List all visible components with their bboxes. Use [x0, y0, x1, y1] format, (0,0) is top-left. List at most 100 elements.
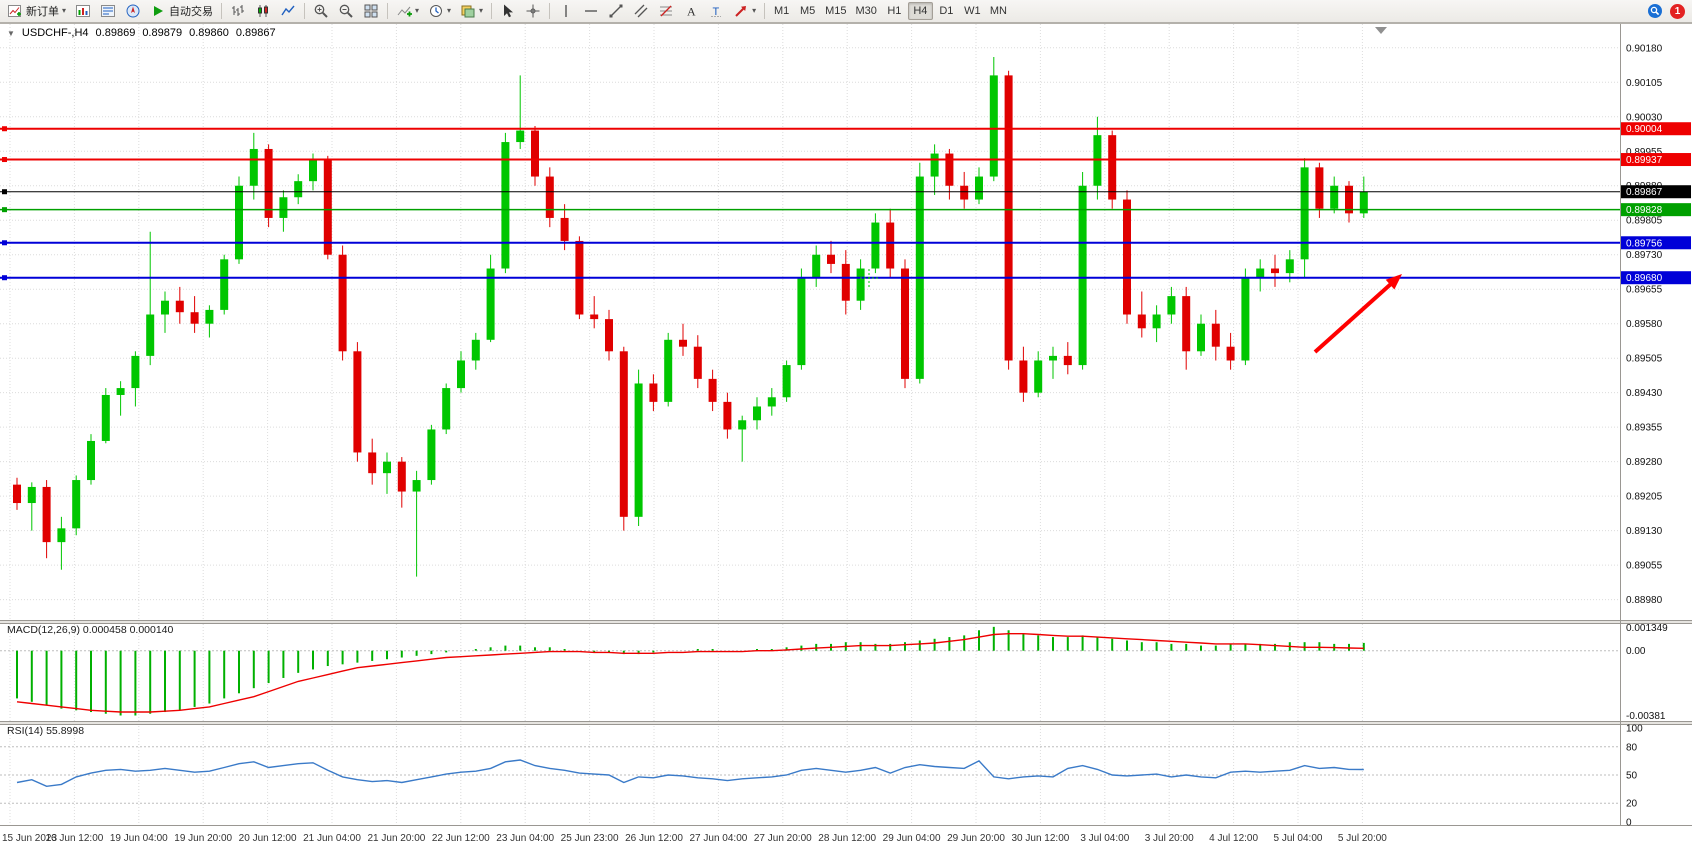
svg-text:0.89505: 0.89505	[1626, 354, 1663, 365]
market-watch-button[interactable]	[96, 1, 120, 21]
svg-text:0.89756: 0.89756	[1626, 238, 1663, 249]
autotrading-button[interactable]: 自动交易	[146, 1, 217, 21]
zoom-in-icon	[314, 4, 328, 18]
timeframe-H1[interactable]: H1	[882, 2, 907, 20]
price-axis[interactable]: 0.901800.901050.900300.899550.898800.898…	[1620, 24, 1692, 829]
ohlc-open: 0.89869	[95, 27, 136, 39]
svg-text:26 Jun 12:00: 26 Jun 12:00	[625, 833, 683, 844]
svg-text:3 Jul 04:00: 3 Jul 04:00	[1080, 833, 1129, 844]
autotrading-play-icon	[154, 6, 164, 16]
periods-button[interactable]: ▾	[424, 1, 455, 21]
svg-text:22 Jun 12:00: 22 Jun 12:00	[432, 833, 490, 844]
timeframe-toolbar: M1 M5 M15 M30 H1 H4 D1 W1 MN	[769, 2, 1011, 20]
notification-badge[interactable]: 1	[1670, 3, 1685, 19]
svg-text:21 Jun 20:00: 21 Jun 20:00	[367, 833, 425, 844]
toolbar-separator	[491, 3, 493, 19]
chart-shift-marker[interactable]	[1375, 27, 1387, 34]
svg-text:0.90180: 0.90180	[1626, 43, 1663, 54]
svg-text:100: 100	[1626, 724, 1643, 735]
zoom-out-button[interactable]	[334, 1, 358, 21]
candles-mode-button[interactable]	[251, 1, 275, 21]
cursor-icon	[504, 4, 514, 18]
tile-windows-button[interactable]	[359, 1, 383, 21]
label-button[interactable]: T	[704, 1, 728, 21]
chart-window-button[interactable]	[71, 1, 95, 21]
periods-icon	[430, 5, 443, 17]
cursor-button[interactable]	[496, 1, 520, 21]
svg-text:28 Jun 12:00: 28 Jun 12:00	[818, 833, 876, 844]
svg-text:50: 50	[1626, 771, 1638, 782]
zoom-out-icon	[339, 4, 353, 18]
svg-text:19 Jun 04:00: 19 Jun 04:00	[110, 833, 168, 844]
chevron-down-icon: ▾	[415, 6, 420, 15]
timeframe-MN[interactable]: MN	[986, 2, 1011, 20]
panel-separator-2[interactable]	[0, 721, 1692, 725]
channel-button[interactable]	[629, 1, 653, 21]
timeframe-M5[interactable]: M5	[795, 2, 820, 20]
arrows-button[interactable]: ▾	[729, 1, 760, 21]
svg-text:A: A	[687, 5, 696, 19]
svg-text:19 Jun 20:00: 19 Jun 20:00	[174, 833, 232, 844]
timeframe-D1[interactable]: D1	[934, 2, 959, 20]
horizontal-line-button[interactable]	[579, 1, 603, 21]
svg-text:T: T	[713, 6, 720, 18]
svg-text:25 Jun 23:00: 25 Jun 23:00	[561, 833, 619, 844]
toolbar-separator	[221, 3, 223, 19]
svg-text:27 Jun 20:00: 27 Jun 20:00	[754, 833, 812, 844]
line-mode-button[interactable]	[276, 1, 300, 21]
trend-arrow-object[interactable]	[1313, 274, 1402, 354]
search-button[interactable]	[1643, 1, 1667, 21]
trendline-icon	[609, 4, 623, 18]
svg-text:29 Jun 04:00: 29 Jun 04:00	[883, 833, 941, 844]
rsi-label: RSI(14) 55.8998	[7, 725, 85, 737]
horizontal-line-object-0.8968[interactable]	[0, 275, 1620, 281]
crosshair-icon	[526, 4, 540, 18]
ohlc-low: 0.89860	[189, 27, 229, 39]
svg-text:0.90030: 0.90030	[1626, 112, 1663, 123]
svg-text:0.89580: 0.89580	[1626, 319, 1663, 330]
indicators-button[interactable]: ▾	[392, 1, 423, 21]
horizontal-line-object-0.89937[interactable]	[0, 157, 1620, 163]
timeframe-M1[interactable]: M1	[769, 2, 794, 20]
zoom-in-button[interactable]	[309, 1, 333, 21]
svg-text:5 Jul 20:00: 5 Jul 20:00	[1338, 833, 1387, 844]
label-icon: T	[711, 6, 722, 18]
horizontal-line-object-0.89828[interactable]	[0, 207, 1620, 213]
price-badge-0.89937: 0.89937	[1621, 153, 1691, 167]
price-badge-0.90004: 0.90004	[1621, 122, 1691, 136]
svg-text:29 Jun 20:00: 29 Jun 20:00	[947, 833, 1005, 844]
timeframe-H4[interactable]: H4	[907, 2, 933, 20]
trendline-button[interactable]	[604, 1, 628, 21]
candles-mode-icon	[258, 5, 269, 17]
templates-button[interactable]: ▾	[456, 1, 487, 21]
timeframe-M15[interactable]: M15	[821, 2, 850, 20]
timeframe-W1[interactable]: W1	[960, 2, 985, 20]
bars-mode-button[interactable]	[226, 1, 250, 21]
svg-text:4 Jul 12:00: 4 Jul 12:00	[1209, 833, 1258, 844]
panel-separator-1[interactable]	[0, 620, 1692, 624]
new-order-button[interactable]: 新订单 ▾	[3, 1, 70, 21]
svg-text:0.89355: 0.89355	[1626, 423, 1663, 434]
svg-text:0.001349: 0.001349	[1626, 623, 1668, 634]
fibonacci-button[interactable]	[654, 1, 678, 21]
svg-text:0: 0	[1626, 818, 1632, 829]
text-button[interactable]: A	[679, 1, 703, 21]
navigator-button[interactable]	[121, 1, 145, 21]
crosshair-button[interactable]	[521, 1, 545, 21]
horizontal-line-object-0.89756[interactable]	[0, 240, 1620, 246]
autotrading-label: 自动交易	[169, 6, 214, 18]
horizontal-line-object-0.89867[interactable]	[0, 189, 1620, 195]
symbol-dropdown-icon[interactable]: ▼	[7, 28, 15, 38]
price-badge-0.89867: 0.89867	[1621, 185, 1691, 199]
bars-mode-icon	[232, 5, 245, 16]
vertical-line-button[interactable]	[554, 1, 578, 21]
chevron-down-icon: ▾	[62, 6, 67, 15]
fibonacci-icon	[660, 5, 673, 17]
horizontal-line-object-0.90004[interactable]	[0, 126, 1620, 132]
timeframe-M30[interactable]: M30	[851, 2, 880, 20]
svg-text:0.00: 0.00	[1626, 646, 1646, 657]
search-icon	[1648, 4, 1662, 18]
svg-text:30 Jun 12:00: 30 Jun 12:00	[1011, 833, 1069, 844]
